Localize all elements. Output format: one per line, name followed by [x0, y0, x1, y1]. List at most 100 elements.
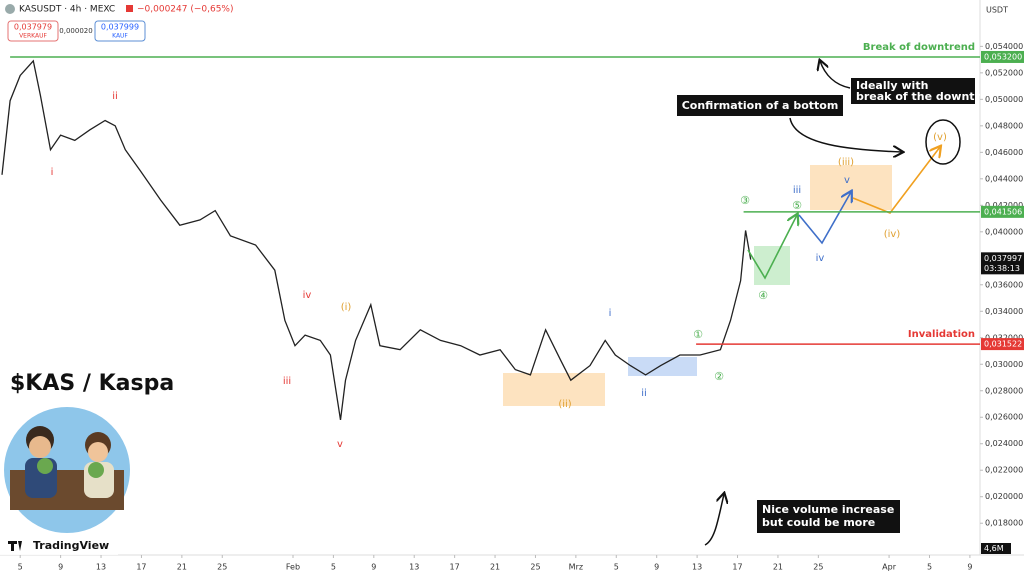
- avatar: [2, 405, 132, 535]
- y-tick-label: 0,018000: [985, 519, 1023, 528]
- wave-label: iv: [816, 253, 825, 264]
- wave-label: (i): [341, 302, 352, 313]
- y-tick-label: 0,040000: [985, 227, 1023, 236]
- buy-label: KAUF: [112, 33, 128, 40]
- wave-label: (iii): [838, 157, 854, 168]
- y-tick-label: 0,052000: [985, 68, 1023, 77]
- x-tick-label: 21: [773, 563, 783, 572]
- callout: Nice volume increase: [762, 503, 894, 516]
- callout: Confirmation of a bottom: [682, 99, 839, 112]
- exchange-icon: [126, 5, 133, 12]
- projection: [798, 192, 851, 245]
- x-tick-label: 9: [58, 563, 63, 572]
- price-line: [1, 59, 752, 420]
- wave-label: (ii): [558, 399, 571, 410]
- price-badge-timer: 03:38:13: [984, 264, 1020, 273]
- level-text: Invalidation: [908, 329, 975, 340]
- level-badge: [981, 205, 1024, 218]
- level-badge-label: 0,053200: [984, 52, 1022, 61]
- x-tick-label: 25: [813, 563, 823, 572]
- y-tick-label: 0,054000: [985, 42, 1023, 51]
- wave-label: ii: [641, 388, 647, 399]
- zone: [503, 373, 605, 406]
- wave-label: v: [844, 175, 850, 186]
- currency: USDT: [986, 6, 1008, 15]
- y-tick-label: 0,020000: [985, 492, 1023, 501]
- x-tick-label: Apr: [882, 563, 897, 572]
- x-tick-label: 17: [136, 563, 146, 572]
- x-tick-label: Feb: [286, 563, 300, 572]
- level-text: Break of downtrend: [863, 42, 975, 53]
- callout-box: [677, 95, 843, 116]
- wave-label: ii: [112, 91, 118, 102]
- level-badge-label: 0,041506: [984, 207, 1022, 216]
- zone: [628, 357, 697, 376]
- callout: break of the downtrend: [856, 90, 1003, 103]
- wave-label: ②: [714, 370, 724, 383]
- x-tick-label: 5: [614, 563, 619, 572]
- level-badge: [981, 338, 1024, 351]
- arrow: [820, 61, 851, 89]
- wave-label: (iv): [884, 229, 901, 240]
- x-tick-label: 25: [530, 563, 540, 572]
- x-tick-label: 5: [927, 563, 932, 572]
- y-tick-label: 0,034000: [985, 307, 1023, 316]
- chart-title: $KAS / Kaspa: [10, 371, 174, 396]
- y-tick-label: 0,046000: [985, 148, 1023, 157]
- projection: [852, 147, 940, 214]
- callout: Ideally with: [856, 79, 928, 92]
- y-tick-label: 0,032000: [985, 333, 1023, 342]
- wave-label: i: [51, 167, 54, 178]
- x-tick-label: 13: [692, 563, 702, 572]
- level-badge-label: 0,031522: [984, 340, 1022, 349]
- circle-mark: [925, 119, 961, 165]
- change: −0,000247 (−0,65%): [137, 5, 234, 15]
- volume-badge: [981, 543, 1011, 554]
- x-tick-label: 17: [732, 563, 742, 572]
- y-tick-label: 0,030000: [985, 360, 1023, 369]
- symbol-icon: [5, 4, 15, 14]
- x-tick-label: 9: [371, 563, 376, 572]
- y-tick-label: 0,028000: [985, 386, 1023, 395]
- wave-label: iv: [303, 290, 312, 301]
- x-tick-label: 13: [409, 563, 419, 572]
- arrow: [789, 117, 902, 152]
- y-tick-label: 0,026000: [985, 413, 1023, 422]
- sell-price: 0,037979: [14, 23, 52, 32]
- x-tick-label: 25: [217, 563, 227, 572]
- wave-label: ⑤: [792, 199, 802, 212]
- zone: [810, 165, 892, 210]
- x-tick-label: 17: [450, 563, 460, 572]
- buy-price: 0,037999: [101, 23, 139, 32]
- x-tick-label: 5: [18, 563, 23, 572]
- wave-label: ③: [740, 194, 750, 207]
- callout-box: [757, 500, 900, 533]
- y-tick-label: 0,042000: [985, 201, 1023, 210]
- sell-label: VERKAUF: [19, 33, 47, 40]
- x-tick-label: 13: [96, 563, 106, 572]
- symbol: KASUSDT · 4h · MEXC: [19, 5, 115, 15]
- x-tick-label: Mrz: [569, 563, 583, 572]
- callout-box: [851, 78, 975, 104]
- x-tick-label: 9: [654, 563, 659, 572]
- buy-button[interactable]: [94, 20, 146, 42]
- spread: 0,000020: [59, 27, 92, 35]
- plot: [1, 59, 752, 420]
- brand: TradingView: [33, 539, 109, 552]
- x-tick-label: 21: [177, 563, 187, 572]
- y-tick-label: 0,036000: [985, 280, 1023, 289]
- x-tick-label: 5: [331, 563, 336, 572]
- y-tick-label: 0,022000: [985, 466, 1023, 475]
- price-badge: [981, 252, 1024, 275]
- zones: [503, 165, 892, 406]
- level-badge: [981, 50, 1024, 63]
- sell-button[interactable]: [7, 20, 59, 42]
- wave-label: iii: [283, 376, 291, 387]
- arrow: [704, 494, 724, 546]
- y-tick-label: 0,044000: [985, 174, 1023, 183]
- brand-logo: [8, 541, 22, 551]
- y-tick-label: 0,050000: [985, 95, 1023, 104]
- callout: but could be more: [762, 516, 875, 529]
- wave-label: ④: [758, 289, 768, 302]
